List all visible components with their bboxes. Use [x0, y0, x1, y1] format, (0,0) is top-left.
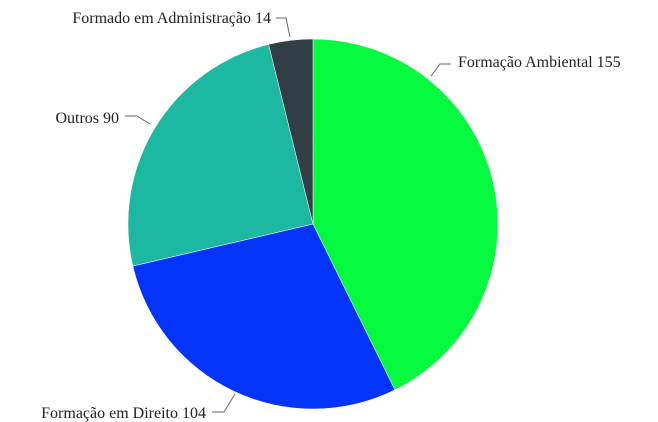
leader-lines: [125, 17, 451, 413]
slice-labels: Formação Ambiental 155 Formação em Direit…: [41, 10, 620, 422]
slice-label-formacao-em-direito: Formação em Direito 104: [41, 405, 206, 422]
pie-slice-outros[interactable]: [127, 44, 314, 267]
slice-label-formado-em-administracao: Formado em Administração 14: [72, 10, 271, 27]
pie-slices: [127, 38, 499, 410]
pie-slice-formado-em-administracao[interactable]: [268, 38, 314, 225]
leader-line-outros: [125, 115, 151, 125]
pie-slice-formacao-em-direito[interactable]: [132, 223, 396, 410]
pie-slice-formacao-ambiental[interactable]: [312, 38, 499, 391]
leader-line-formacao-ambiental: [430, 63, 451, 77]
leader-line-formacao-em-direito: [212, 393, 236, 413]
slice-label-formacao-ambiental: Formação Ambiental 155: [458, 54, 621, 71]
slice-label-outros: Outros 90: [55, 110, 119, 127]
leader-line-formado-em-administracao: [276, 17, 291, 38]
